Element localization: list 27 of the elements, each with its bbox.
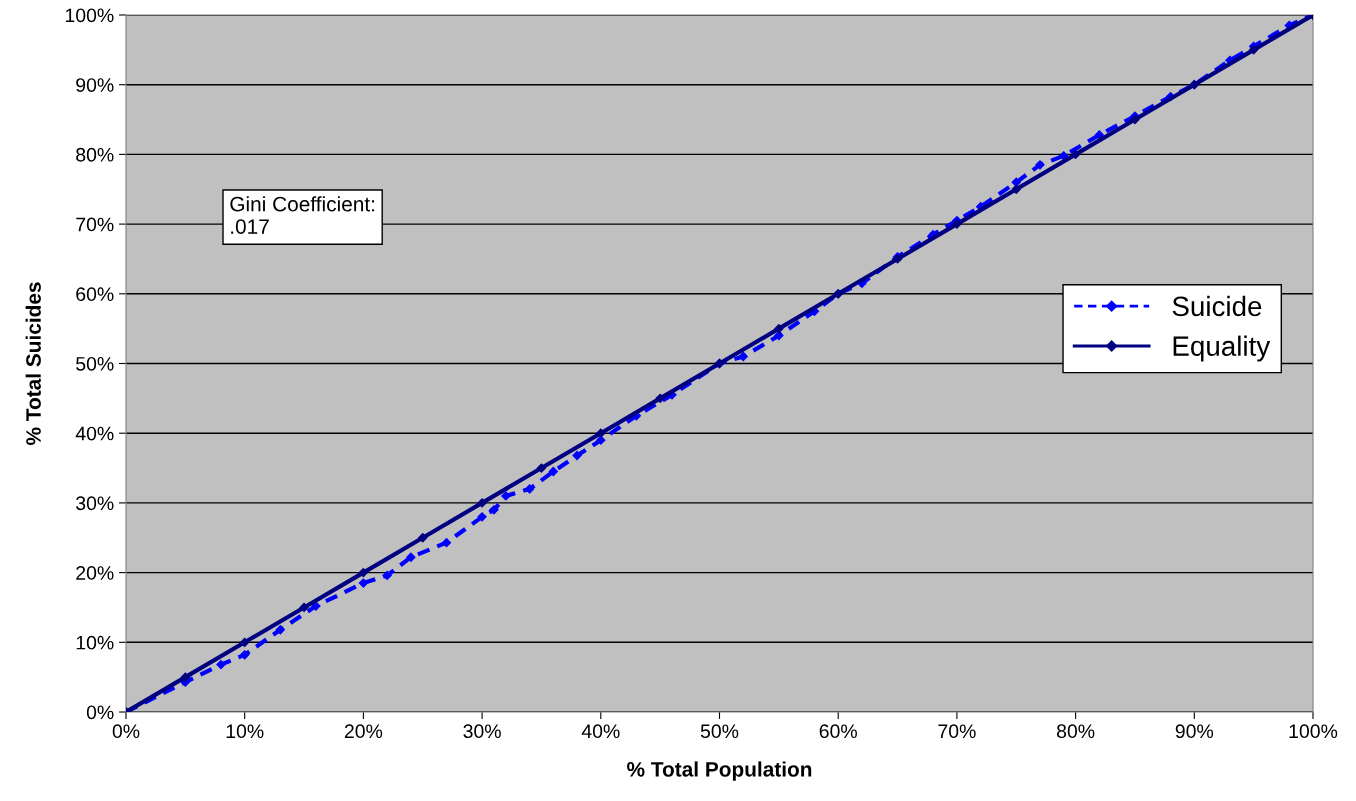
x-tick-label: 70%: [938, 724, 976, 739]
x-tick-label: 30%: [463, 724, 501, 739]
x-tick-label: 80%: [1056, 724, 1095, 739]
y-tick-label: 10%: [76, 635, 114, 650]
x-tick-label: 10%: [226, 724, 264, 739]
y-tick-label: 70%: [76, 217, 114, 232]
x-tick-label: 50%: [700, 724, 739, 739]
legend-label: Equality: [1173, 335, 1271, 362]
y-axis-title: % Total Suicides: [25, 282, 41, 445]
x-tick-label: 60%: [819, 724, 857, 739]
y-tick-label: 0%: [86, 705, 114, 720]
x-tick-label: 100%: [1289, 724, 1338, 739]
y-tick-label: 60%: [76, 287, 114, 302]
y-tick-label: 20%: [76, 566, 114, 580]
y-tick-label: 90%: [76, 78, 114, 92]
legend-label: Suicide: [1172, 295, 1262, 317]
annotation: Gini Coefficient: .017: [230, 196, 375, 234]
x-axis-title: % Total Population: [627, 761, 812, 781]
x-tick-label: 20%: [344, 724, 383, 739]
x-tick-label: 0%: [112, 724, 140, 739]
y-tick-label: 50%: [76, 356, 114, 371]
y-tick-label: 30%: [76, 496, 114, 511]
y-tick-label: 80%: [76, 147, 114, 162]
y-tick-label: 100%: [65, 8, 114, 23]
y-tick-label: 40%: [75, 426, 114, 441]
x-tick-label: 90%: [1175, 724, 1214, 739]
x-tick-label: 40%: [581, 724, 620, 739]
